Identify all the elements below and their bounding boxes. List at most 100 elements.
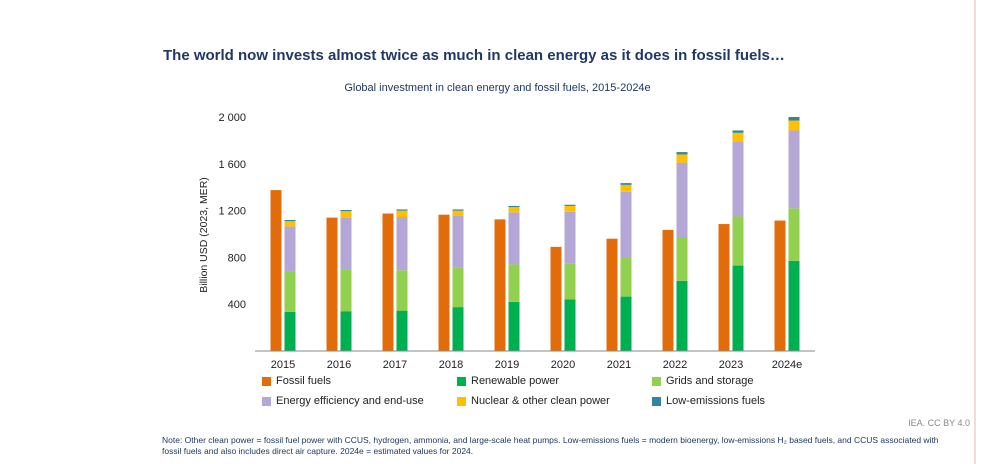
bar-segment-renewable-power: [676, 280, 688, 351]
bar-segment-energy-efficiency-and-end-use: [340, 217, 352, 270]
bar-segment-grids-and-storage: [452, 267, 464, 308]
x-tick-label: 2022: [663, 359, 687, 371]
right-border-rule: [974, 0, 976, 464]
bar-fossil-fuels: [718, 224, 730, 351]
legend-label: Nuclear & other clean power: [471, 395, 610, 407]
bar-segment-energy-efficiency-and-end-use: [732, 141, 744, 217]
bar-segment-grids-and-storage: [340, 269, 352, 312]
legend-swatch: [457, 396, 466, 406]
bar-segment-energy-efficiency-and-end-use: [284, 226, 296, 272]
chart-title: Global investment in clean energy and fo…: [344, 82, 651, 94]
bar-fossil-fuels: [774, 220, 786, 351]
bar-segment-nuclear-other-clean-power: [284, 221, 296, 227]
legend-label: Low-emissions fuels: [666, 395, 766, 407]
bar-segment-renewable-power: [340, 311, 352, 351]
chart-note: Note: Other clean power = fossil fuel po…: [162, 435, 939, 456]
bar-fossil-fuels: [382, 213, 394, 351]
x-tick-label: 2017: [383, 359, 407, 371]
bar-segment-nuclear-other-clean-power: [396, 210, 408, 218]
bar-segment-renewable-power: [564, 299, 576, 351]
bar-segment-renewable-power: [732, 265, 744, 351]
y-axis-ticks: 400 800 1 200 1 600 2 000: [218, 112, 246, 311]
bar-segment-energy-efficiency-and-end-use: [452, 215, 464, 268]
legend-item-low-emissions-fuels: Low-emissions fuels: [652, 395, 765, 407]
legend-swatch: [262, 396, 271, 406]
bar-fossil-fuels: [606, 238, 618, 351]
bar-segment-grids-and-storage: [788, 208, 800, 261]
bar-segment-low-emissions-fuels: [788, 117, 800, 121]
source-credit: IEA. CC BY 4.0: [908, 418, 970, 428]
bar-segment-renewable-power: [620, 296, 632, 351]
bar-segment-grids-and-storage: [676, 237, 688, 281]
bar-segment-grids-and-storage: [732, 216, 744, 266]
x-tick-label: 2021: [607, 359, 631, 371]
bar-fossil-fuels: [326, 217, 338, 351]
legend-item-nuclear: Nuclear & other clean power: [457, 395, 610, 407]
legend-swatch: [457, 376, 466, 386]
legend-item-energy-efficiency: Energy efficiency and end-use: [262, 395, 424, 407]
x-tick-label: 2015: [271, 359, 295, 371]
bar-fossil-fuels: [550, 246, 562, 351]
x-axis-labels: 2015 2016 2017 2018 2019 2020 2021 2022 2023 2024…: [271, 359, 803, 371]
x-tick-label: 2016: [327, 359, 351, 371]
bar-fossil-fuels: [270, 190, 282, 351]
bar-segment-renewable-power: [284, 311, 296, 351]
bar-segment-nuclear-other-clean-power: [732, 132, 744, 142]
y-axis-title-group: Billion USD (2023, MER): [198, 177, 210, 293]
legend-swatch: [262, 376, 271, 386]
y-tick-label: 1 200: [218, 206, 246, 218]
bar-fossil-fuels: [662, 229, 674, 351]
bar-segment-energy-efficiency-and-end-use: [620, 191, 632, 258]
bar-segment-grids-and-storage: [564, 263, 576, 300]
legend-label: Grids and storage: [666, 375, 754, 387]
bar-segment-renewable-power: [788, 260, 800, 351]
legend-swatch: [652, 376, 661, 386]
bar-segment-nuclear-other-clean-power: [788, 120, 800, 131]
legend-item-fossil-fuels: Fossil fuels: [262, 375, 331, 387]
bar-segment-nuclear-other-clean-power: [340, 211, 352, 218]
y-tick-label: 1 600: [218, 159, 246, 171]
bar-segment-energy-efficiency-and-end-use: [676, 162, 688, 238]
bar-segment-low-emissions-fuels: [620, 183, 632, 185]
bar-segment-energy-efficiency-and-end-use: [564, 211, 576, 264]
bar-series: [270, 117, 800, 351]
bar-segment-grids-and-storage: [620, 257, 632, 297]
bar-segment-nuclear-other-clean-power: [452, 210, 464, 216]
legend-swatch: [652, 396, 661, 406]
bar-segment-renewable-power: [396, 310, 408, 351]
bar-fossil-fuels: [494, 219, 506, 351]
bar-segment-energy-efficiency-and-end-use: [788, 130, 800, 209]
bar-segment-nuclear-other-clean-power: [564, 205, 576, 212]
bar-segment-low-emissions-fuels: [452, 209, 464, 211]
bar-segment-grids-and-storage: [284, 271, 296, 312]
bar-segment-nuclear-other-clean-power: [620, 184, 632, 192]
bar-segment-renewable-power: [452, 307, 464, 351]
bar-segment-nuclear-other-clean-power: [676, 154, 688, 163]
y-tick-label: 2 000: [218, 112, 246, 124]
legend-label: Renewable power: [471, 375, 560, 387]
bar-segment-energy-efficiency-and-end-use: [396, 217, 408, 271]
x-tick-label: 2018: [439, 359, 463, 371]
bar-segment-low-emissions-fuels: [676, 152, 688, 155]
y-tick-label: 800: [228, 252, 246, 264]
bar-segment-low-emissions-fuels: [396, 209, 408, 211]
bar-segment-low-emissions-fuels: [340, 210, 352, 212]
legend-item-renewable-power: Renewable power: [457, 375, 559, 387]
x-tick-label: 2019: [495, 359, 519, 371]
bar-fossil-fuels: [438, 214, 450, 351]
x-tick-label: 2024e: [772, 359, 803, 371]
legend-label: Energy efficiency and end-use: [276, 395, 424, 407]
bar-segment-nuclear-other-clean-power: [508, 207, 520, 213]
bar-segment-energy-efficiency-and-end-use: [508, 212, 520, 265]
x-tick-label: 2020: [551, 359, 575, 371]
y-axis-title: Billion USD (2023, MER): [198, 177, 210, 293]
bar-segment-low-emissions-fuels: [732, 130, 744, 133]
bar-segment-low-emissions-fuels: [508, 205, 520, 208]
bar-segment-renewable-power: [508, 301, 520, 351]
bar-segment-grids-and-storage: [396, 270, 408, 311]
bar-segment-grids-and-storage: [508, 264, 520, 302]
bar-segment-low-emissions-fuels: [284, 219, 296, 222]
legend-label: Fossil fuels: [276, 375, 332, 387]
x-tick-label: 2023: [719, 359, 743, 371]
